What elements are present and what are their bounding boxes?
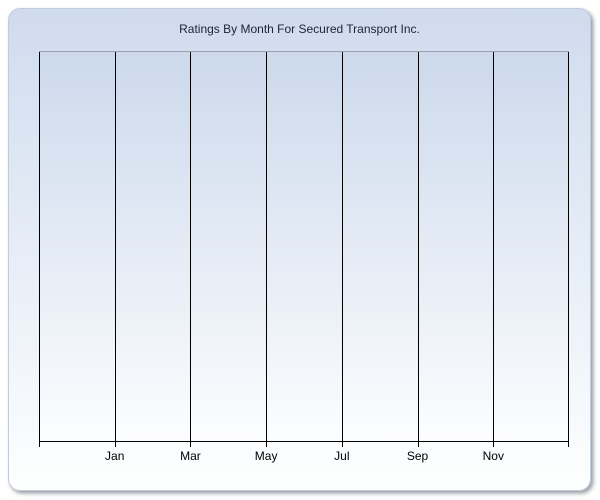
vertical-gridline — [266, 52, 268, 441]
x-axis-tick — [266, 442, 268, 447]
x-axis-tick — [39, 442, 40, 447]
x-axis-label: Sep — [406, 449, 429, 463]
vertical-gridline — [568, 52, 569, 441]
x-axis-tick — [190, 442, 192, 447]
vertical-gridline — [190, 52, 192, 441]
plot-area — [39, 51, 569, 442]
x-axis-ticks — [39, 442, 569, 447]
chart-panel: Ratings By Month For Secured Transport I… — [8, 8, 591, 491]
vertical-gridline — [341, 52, 343, 441]
chart-title: Ratings By Month For Secured Transport I… — [179, 22, 420, 36]
x-axis-tick — [114, 442, 116, 447]
vertical-gridline — [114, 52, 116, 441]
x-axis-label: Jul — [334, 449, 350, 463]
x-axis-label: Nov — [482, 449, 504, 463]
vertical-gridline — [493, 52, 495, 441]
vertical-gridline — [39, 52, 40, 441]
x-axis-label: May — [254, 449, 278, 463]
vertical-gridline — [417, 52, 419, 441]
x-axis-label: Mar — [180, 449, 201, 463]
x-axis-tick — [568, 442, 569, 447]
x-axis-label: Jan — [105, 449, 125, 463]
x-axis-tick — [341, 442, 343, 447]
x-axis-tick — [493, 442, 495, 447]
x-axis-tick — [417, 442, 419, 447]
x-axis-labels: Jan Mar May Jul Sep Nov — [39, 449, 569, 464]
